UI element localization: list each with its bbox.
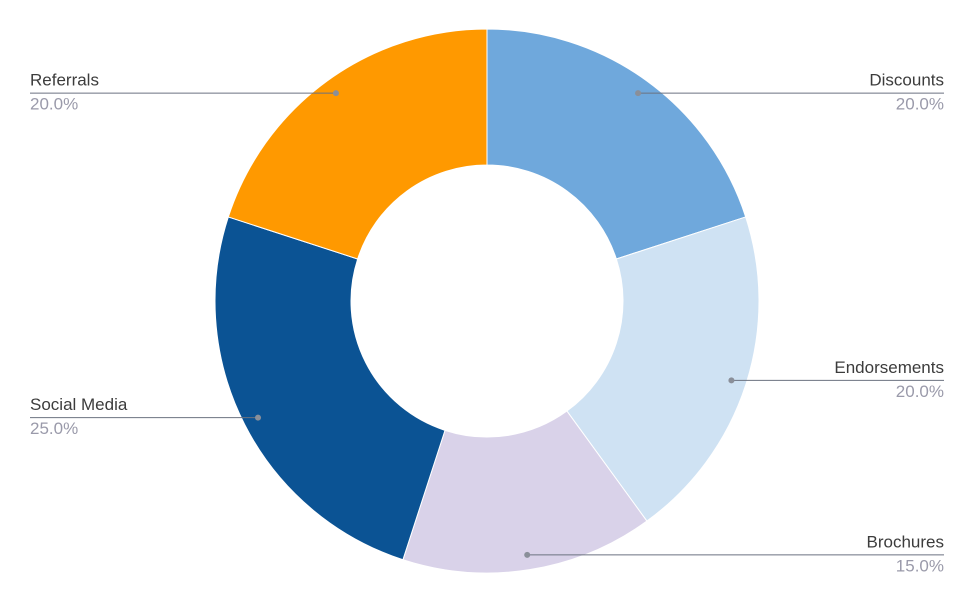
leader-dot (635, 90, 642, 97)
slice (227, 28, 488, 260)
value-label: 15.0% (896, 556, 944, 575)
slice-label: Discounts (869, 71, 944, 90)
value-label: 20.0% (896, 95, 944, 114)
slice-label: Referrals (30, 71, 99, 90)
slice (486, 28, 747, 260)
slice-label: Social Media (30, 395, 128, 414)
slice (566, 216, 760, 522)
leader-dot (255, 414, 262, 421)
value-label: 25.0% (30, 419, 78, 438)
slice (402, 410, 648, 574)
value-label: 20.0% (30, 95, 78, 114)
leader-dot (524, 551, 531, 558)
slice (214, 216, 446, 561)
leader-dot (728, 377, 735, 384)
value-label: 20.0% (896, 382, 944, 401)
slice-label: Brochures (867, 532, 944, 551)
slice-label: Endorsements (834, 358, 944, 377)
leader-dot (332, 90, 339, 97)
